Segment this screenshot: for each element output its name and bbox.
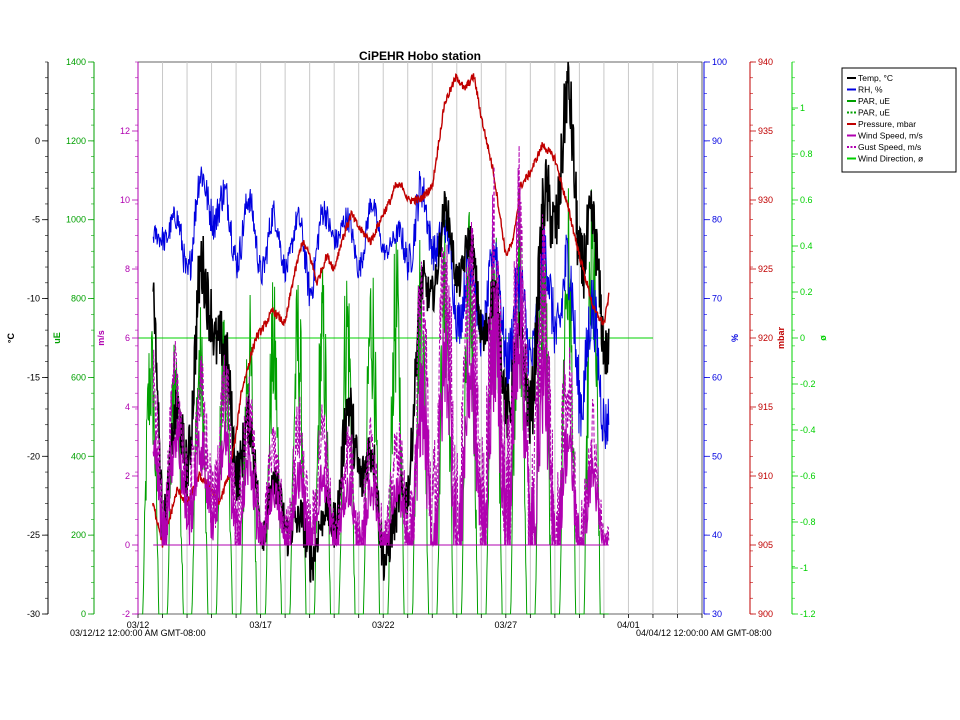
legend-label: Wind Direction, ø — [858, 154, 923, 164]
y-tick-label: 0.8 — [800, 149, 813, 159]
y-tick-label: 70 — [712, 294, 722, 304]
x-tick-label: 04/01 — [617, 620, 640, 630]
legend-box — [841, 67, 957, 173]
chart-title: CiPEHR Hobo station — [359, 49, 481, 63]
x-tick-label: 03/17 — [249, 620, 272, 630]
axes-layer: 03/12 03/17 03/22 03/27 04/010-5-10-15-20-25… — [6, 57, 828, 630]
y-tick-label: 935 — [758, 126, 773, 136]
y-tick-label: 80 — [712, 215, 722, 225]
y-tick-label: 2 — [125, 471, 130, 481]
y-axis-unit: °C — [6, 332, 16, 343]
y-tick-label: 0 — [35, 136, 40, 146]
series-rh-line — [152, 166, 610, 450]
y-tick-label: 0.4 — [800, 241, 813, 251]
y-tick-label: 1000 — [66, 215, 86, 225]
y-axis-wind: -2 0 2 4 6 8 10 12 m/s — [96, 61, 139, 619]
y-tick-label: -5 — [32, 215, 40, 225]
y-tick-label: 8 — [125, 264, 130, 274]
y-tick-label: -2 — [122, 609, 130, 619]
series-wind-speed-line — [152, 271, 610, 548]
y-axis-unit: m/s — [96, 330, 106, 346]
x-end-label: 04/04/12 12:00:00 AM GMT-08:00 — [636, 628, 772, 638]
y-tick-label: 60 — [712, 372, 722, 382]
x-start-label: 03/12/12 12:00:00 AM GMT-08:00 — [70, 628, 206, 638]
y-tick-label: 910 — [758, 471, 773, 481]
y-tick-label: 1 — [800, 103, 805, 113]
y-tick-label: 200 — [71, 530, 86, 540]
y-tick-label: 0.2 — [800, 287, 813, 297]
x-tick-label: 03/12 — [127, 620, 150, 630]
legend-label: PAR, uE — [858, 108, 890, 118]
x-tick-label: 03/27 — [495, 620, 518, 630]
x-tick-label: 03/22 — [372, 620, 395, 630]
y-tick-label: -25 — [27, 530, 40, 540]
y-tick-label: -10 — [27, 294, 40, 304]
y-axis-temp: 0 -5 -10 -15 -20 -25 -30 °C — [6, 61, 49, 619]
y-tick-label: -0.2 — [800, 379, 816, 389]
series-pressure-line — [152, 73, 610, 548]
y-tick-label: 6 — [125, 333, 130, 343]
y-tick-label: 1400 — [66, 57, 86, 67]
y-axis-unit: % — [730, 334, 740, 342]
y-tick-label: 12 — [120, 126, 130, 136]
y-tick-label: 930 — [758, 195, 773, 205]
y-axis-rh: 30 40 50 60 70 80 90 100% — [703, 57, 740, 619]
y-tick-label: 905 — [758, 540, 773, 550]
y-tick-label: 1200 — [66, 136, 86, 146]
y-tick-label: -0.8 — [800, 517, 816, 527]
y-tick-label: 920 — [758, 333, 773, 343]
y-tick-label: 100 — [712, 57, 727, 67]
series-layer — [138, 61, 653, 615]
y-tick-label: 90 — [712, 136, 722, 146]
y-tick-label: 915 — [758, 402, 773, 412]
y-tick-label: 0 — [81, 609, 86, 619]
y-tick-label: -15 — [27, 372, 40, 382]
y-axis-par: 0 200 400 600 800 1000 1200 1400 uE — [52, 57, 95, 619]
legend-label: Pressure, mbar — [858, 119, 916, 129]
y-axis-unit: uE — [52, 332, 62, 344]
y-tick-label: 40 — [712, 530, 722, 540]
y-axis-wdir: -1.2 -1 -0.8 -0.6 -0.4 -0.2 0 0.2 0.4 0.6 0.8 1 ø — [791, 61, 828, 619]
y-tick-label: 900 — [758, 609, 773, 619]
y-tick-label: 600 — [71, 372, 86, 382]
y-tick-label: -1.2 — [800, 609, 816, 619]
y-tick-label: -0.4 — [800, 425, 816, 435]
legend-label: Temp, °C — [858, 73, 893, 83]
y-tick-label: -30 — [27, 609, 40, 619]
legend-label: RH, % — [858, 85, 883, 95]
y-tick-label: 940 — [758, 57, 773, 67]
y-tick-label: 925 — [758, 264, 773, 274]
y-tick-label: 50 — [712, 451, 722, 461]
y-tick-label: -20 — [27, 451, 40, 461]
y-tick-label: 10 — [120, 195, 130, 205]
y-axis-unit: ø — [818, 335, 828, 341]
y-tick-label: 800 — [71, 294, 86, 304]
legend-label: Wind Speed, m/s — [858, 131, 923, 141]
y-tick-label: 0 — [800, 333, 805, 343]
legend-label: Gust Speed, m/s — [858, 142, 921, 152]
y-tick-label: 30 — [712, 609, 722, 619]
series-gust-line — [152, 145, 610, 546]
y-tick-label: 0 — [125, 540, 130, 550]
y-tick-label: 0.6 — [800, 195, 813, 205]
y-axis-pressure: 900 905 910 915 920 925 930 935 940 mbar — [749, 57, 786, 619]
legend-label: PAR, uE — [858, 96, 890, 106]
y-tick-label: -1 — [800, 563, 808, 573]
y-tick-label: 400 — [71, 451, 86, 461]
y-tick-label: 4 — [125, 402, 130, 412]
y-axis-unit: mbar — [776, 327, 786, 350]
y-tick-label: -0.6 — [800, 471, 816, 481]
